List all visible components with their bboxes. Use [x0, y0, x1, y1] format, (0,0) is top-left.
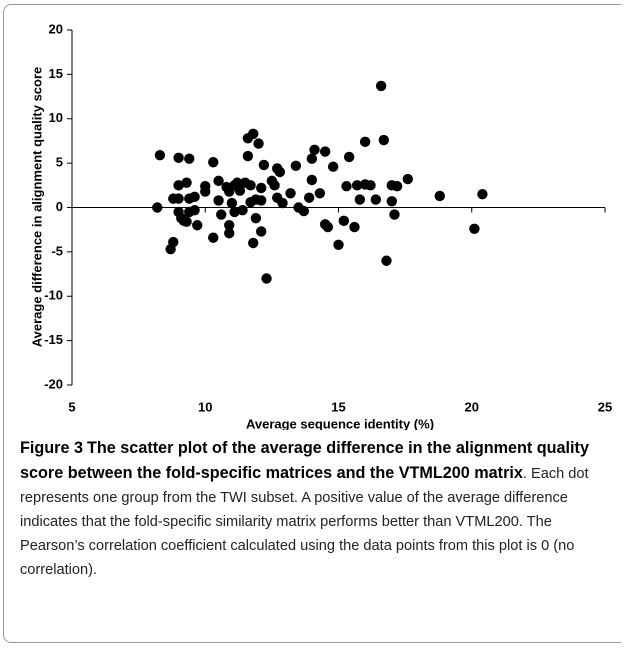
y-tick-label: -5 — [51, 243, 63, 258]
data-point — [192, 220, 203, 231]
figure-frame — [3, 4, 621, 643]
data-point — [269, 180, 280, 191]
data-point — [333, 239, 344, 250]
data-point — [319, 146, 331, 157]
data-point — [213, 175, 224, 187]
data-point — [189, 191, 200, 203]
data-point — [306, 153, 318, 164]
data-point — [338, 215, 350, 227]
data-point — [391, 181, 403, 192]
data-point — [402, 173, 413, 185]
data-point — [343, 151, 355, 163]
data-point — [224, 228, 235, 239]
data-point — [309, 144, 320, 156]
data-point — [253, 138, 264, 149]
y-tick-label: 10 — [49, 110, 63, 125]
x-tick-label: 20 — [465, 399, 479, 414]
x-tick-label: 15 — [331, 399, 345, 414]
data-point — [354, 194, 366, 205]
y-tick-label: 0 — [56, 199, 63, 214]
data-point — [181, 177, 192, 188]
data-point — [232, 177, 243, 188]
data-point — [181, 216, 192, 227]
data-point — [351, 180, 363, 191]
data-point — [381, 255, 392, 266]
data-point — [274, 166, 286, 178]
data-point — [152, 202, 163, 213]
data-point — [303, 192, 315, 203]
data-point — [375, 80, 387, 92]
caption-label: Figure 3 — [20, 439, 83, 457]
data-point — [256, 195, 267, 206]
data-point — [229, 206, 240, 218]
data-point — [261, 273, 272, 284]
data-point — [173, 193, 184, 204]
data-point — [477, 188, 488, 200]
data-point — [378, 134, 390, 146]
caption-text: . Each dot represents one group from the… — [20, 466, 589, 578]
data-point — [298, 205, 310, 217]
data-point — [213, 195, 224, 206]
data-point — [250, 212, 262, 224]
data-point — [469, 223, 480, 234]
data-point — [341, 181, 352, 192]
data-point — [168, 236, 179, 248]
caption-title: The scatter plot of the average differen… — [20, 439, 589, 482]
data-point — [306, 174, 318, 186]
data-point — [359, 136, 371, 148]
data-point — [248, 128, 259, 140]
x-axis-title: Average sequence identity (%) — [246, 416, 434, 430]
y-axis-title: Average difference in alignment quality … — [29, 67, 44, 348]
data-point — [237, 204, 248, 216]
y-tick-label: 15 — [49, 66, 63, 81]
data-point — [245, 180, 256, 191]
data-point — [386, 196, 397, 207]
y-tick-label: -20 — [44, 376, 63, 391]
y-tick-label: 5 — [56, 155, 63, 170]
data-point — [290, 160, 302, 171]
data-point — [248, 237, 259, 249]
data-point — [285, 188, 296, 199]
data-point — [208, 157, 219, 168]
data-point — [256, 226, 267, 237]
data-point — [216, 209, 227, 220]
data-point — [322, 221, 334, 233]
data-point — [365, 180, 376, 191]
data-point — [200, 186, 211, 197]
data-point — [314, 188, 326, 199]
data-point — [327, 161, 339, 172]
y-tick-label: -15 — [44, 332, 63, 347]
y-tick-label: 20 — [49, 21, 63, 36]
data-point — [189, 204, 200, 216]
data-point — [256, 182, 267, 194]
data-point — [226, 197, 238, 209]
data-point — [154, 149, 166, 161]
data-point — [208, 232, 219, 243]
x-tick-label: 25 — [598, 399, 612, 414]
data-point — [184, 153, 195, 164]
x-tick-label: 10 — [198, 399, 212, 414]
data-point — [434, 190, 445, 202]
caption: Figure 3 The scatter plot of the average… — [20, 436, 612, 582]
data-point — [242, 150, 254, 162]
data-point — [389, 209, 400, 220]
data-point — [173, 152, 184, 163]
data-point — [277, 197, 288, 209]
data-point — [349, 221, 360, 233]
x-tick-label: 5 — [68, 399, 75, 414]
data-point — [224, 220, 235, 231]
data-point — [370, 194, 382, 205]
data-point — [234, 185, 246, 196]
chart: Average sequence identity (%) Average di… — [29, 21, 612, 430]
data-point — [258, 159, 270, 171]
data-point — [173, 180, 184, 191]
y-tick-label: -10 — [44, 288, 63, 303]
data-point — [173, 206, 184, 218]
